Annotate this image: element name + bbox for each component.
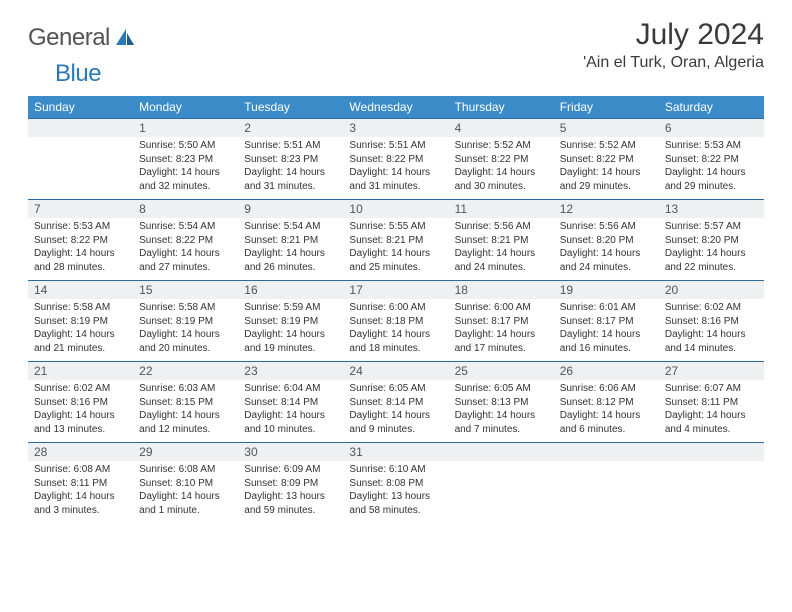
day-number: 18 bbox=[449, 281, 554, 300]
day-detail: Sunrise: 5:52 AM Sunset: 8:22 PM Dayligh… bbox=[449, 137, 554, 200]
day-detail: Sunrise: 5:52 AM Sunset: 8:22 PM Dayligh… bbox=[554, 137, 659, 200]
weekday-header: Saturday bbox=[659, 96, 764, 119]
day-detail: Sunrise: 6:05 AM Sunset: 8:14 PM Dayligh… bbox=[343, 380, 448, 443]
day-detail: Sunrise: 5:54 AM Sunset: 8:22 PM Dayligh… bbox=[133, 218, 238, 281]
day-detail: Sunrise: 6:09 AM Sunset: 8:09 PM Dayligh… bbox=[238, 461, 343, 523]
day-number: 21 bbox=[28, 362, 133, 381]
day-detail: Sunrise: 6:07 AM Sunset: 8:11 PM Dayligh… bbox=[659, 380, 764, 443]
day-number: 26 bbox=[554, 362, 659, 381]
day-detail: Sunrise: 5:53 AM Sunset: 8:22 PM Dayligh… bbox=[659, 137, 764, 200]
title-block: July 2024 'Ain el Turk, Oran, Algeria bbox=[583, 18, 764, 72]
day-number: 28 bbox=[28, 443, 133, 462]
day-number: 7 bbox=[28, 200, 133, 219]
day-detail: Sunrise: 5:56 AM Sunset: 8:21 PM Dayligh… bbox=[449, 218, 554, 281]
day-number bbox=[554, 443, 659, 462]
day-number: 17 bbox=[343, 281, 448, 300]
day-number: 14 bbox=[28, 281, 133, 300]
day-detail bbox=[659, 461, 764, 523]
day-number: 1 bbox=[133, 119, 238, 138]
day-detail bbox=[449, 461, 554, 523]
day-number: 2 bbox=[238, 119, 343, 138]
day-detail: Sunrise: 5:50 AM Sunset: 8:23 PM Dayligh… bbox=[133, 137, 238, 200]
day-number: 11 bbox=[449, 200, 554, 219]
day-detail: Sunrise: 5:59 AM Sunset: 8:19 PM Dayligh… bbox=[238, 299, 343, 362]
day-detail: Sunrise: 5:58 AM Sunset: 8:19 PM Dayligh… bbox=[133, 299, 238, 362]
day-detail: Sunrise: 6:04 AM Sunset: 8:14 PM Dayligh… bbox=[238, 380, 343, 443]
weekday-header: Tuesday bbox=[238, 96, 343, 119]
day-number bbox=[449, 443, 554, 462]
calendar-table: Sunday Monday Tuesday Wednesday Thursday… bbox=[28, 96, 764, 523]
weekday-header: Friday bbox=[554, 96, 659, 119]
day-detail: Sunrise: 6:10 AM Sunset: 8:08 PM Dayligh… bbox=[343, 461, 448, 523]
day-detail: Sunrise: 5:55 AM Sunset: 8:21 PM Dayligh… bbox=[343, 218, 448, 281]
day-detail: Sunrise: 6:08 AM Sunset: 8:11 PM Dayligh… bbox=[28, 461, 133, 523]
month-title: July 2024 bbox=[583, 18, 764, 52]
day-number: 29 bbox=[133, 443, 238, 462]
logo: General bbox=[28, 18, 138, 52]
day-detail: Sunrise: 6:05 AM Sunset: 8:13 PM Dayligh… bbox=[449, 380, 554, 443]
day-detail: Sunrise: 5:57 AM Sunset: 8:20 PM Dayligh… bbox=[659, 218, 764, 281]
day-detail bbox=[554, 461, 659, 523]
day-detail: Sunrise: 5:58 AM Sunset: 8:19 PM Dayligh… bbox=[28, 299, 133, 362]
day-number: 12 bbox=[554, 200, 659, 219]
day-detail bbox=[28, 137, 133, 200]
day-number: 5 bbox=[554, 119, 659, 138]
logo-text-blue: Blue bbox=[55, 60, 101, 88]
day-number: 10 bbox=[343, 200, 448, 219]
day-number: 16 bbox=[238, 281, 343, 300]
day-number: 22 bbox=[133, 362, 238, 381]
day-detail: Sunrise: 6:00 AM Sunset: 8:17 PM Dayligh… bbox=[449, 299, 554, 362]
day-number: 3 bbox=[343, 119, 448, 138]
sail-icon bbox=[114, 27, 136, 52]
weekday-header: Sunday bbox=[28, 96, 133, 119]
day-number: 24 bbox=[343, 362, 448, 381]
day-number: 20 bbox=[659, 281, 764, 300]
day-number: 23 bbox=[238, 362, 343, 381]
day-detail: Sunrise: 6:03 AM Sunset: 8:15 PM Dayligh… bbox=[133, 380, 238, 443]
day-detail: Sunrise: 6:00 AM Sunset: 8:18 PM Dayligh… bbox=[343, 299, 448, 362]
day-detail: Sunrise: 6:02 AM Sunset: 8:16 PM Dayligh… bbox=[28, 380, 133, 443]
logo-text-general: General bbox=[28, 24, 110, 52]
day-number: 31 bbox=[343, 443, 448, 462]
day-number: 15 bbox=[133, 281, 238, 300]
day-number: 27 bbox=[659, 362, 764, 381]
day-number: 13 bbox=[659, 200, 764, 219]
day-number: 30 bbox=[238, 443, 343, 462]
weekday-header: Monday bbox=[133, 96, 238, 119]
day-detail: Sunrise: 5:51 AM Sunset: 8:22 PM Dayligh… bbox=[343, 137, 448, 200]
day-number bbox=[659, 443, 764, 462]
weekday-header: Thursday bbox=[449, 96, 554, 119]
day-number: 19 bbox=[554, 281, 659, 300]
day-detail: Sunrise: 5:54 AM Sunset: 8:21 PM Dayligh… bbox=[238, 218, 343, 281]
day-detail: Sunrise: 6:06 AM Sunset: 8:12 PM Dayligh… bbox=[554, 380, 659, 443]
day-number: 6 bbox=[659, 119, 764, 138]
location: 'Ain el Turk, Oran, Algeria bbox=[583, 54, 764, 72]
day-number: 25 bbox=[449, 362, 554, 381]
calendar-body: 123456Sunrise: 5:50 AM Sunset: 8:23 PM D… bbox=[28, 119, 764, 524]
day-number: 8 bbox=[133, 200, 238, 219]
day-number bbox=[28, 119, 133, 138]
day-detail: Sunrise: 5:53 AM Sunset: 8:22 PM Dayligh… bbox=[28, 218, 133, 281]
day-detail: Sunrise: 5:51 AM Sunset: 8:23 PM Dayligh… bbox=[238, 137, 343, 200]
day-detail: Sunrise: 6:01 AM Sunset: 8:17 PM Dayligh… bbox=[554, 299, 659, 362]
day-detail: Sunrise: 6:02 AM Sunset: 8:16 PM Dayligh… bbox=[659, 299, 764, 362]
calendar-header-row: Sunday Monday Tuesday Wednesday Thursday… bbox=[28, 96, 764, 119]
day-detail: Sunrise: 5:56 AM Sunset: 8:20 PM Dayligh… bbox=[554, 218, 659, 281]
day-detail: Sunrise: 6:08 AM Sunset: 8:10 PM Dayligh… bbox=[133, 461, 238, 523]
day-number: 9 bbox=[238, 200, 343, 219]
weekday-header: Wednesday bbox=[343, 96, 448, 119]
day-number: 4 bbox=[449, 119, 554, 138]
